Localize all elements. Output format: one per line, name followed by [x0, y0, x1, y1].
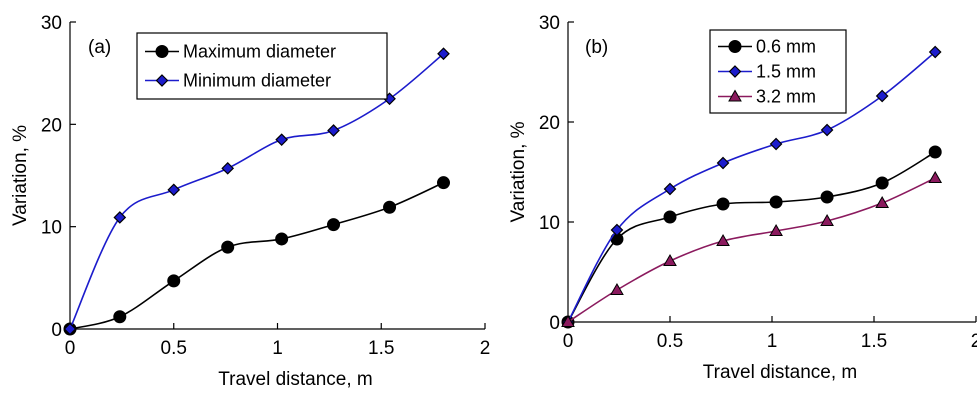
legend-marker [155, 45, 169, 58]
data-point-series-2 [820, 213, 834, 226]
data-point-series-0 [769, 195, 783, 209]
data-point-series-0 [221, 240, 235, 254]
y-axis-label: Variation, % [508, 121, 529, 222]
panel-label: (a) [88, 37, 111, 58]
series-line-0 [69, 181, 444, 330]
data-point-series-0 [275, 232, 289, 246]
data-point-series-0 [875, 176, 889, 190]
data-point-series-1 [716, 156, 730, 170]
data-point-series-1 [663, 182, 677, 196]
y-tick-label: 0 [51, 320, 62, 341]
x-tick-label: 0 [563, 331, 574, 352]
panel-label: (b) [585, 37, 608, 58]
data-point-series-1 [327, 124, 340, 137]
x-tick-label: 0.5 [161, 338, 187, 359]
data-point-series-2 [769, 223, 783, 236]
data-point-series-2 [561, 314, 575, 327]
legend-box [136, 32, 388, 100]
y-tick-label: 20 [539, 113, 560, 134]
legend-entry-label: Maximum diameter [183, 42, 336, 62]
data-point-series-0 [113, 310, 127, 324]
x-tick-label: 2 [480, 338, 491, 359]
y-tick-label: 30 [539, 13, 560, 34]
data-point-series-2 [875, 195, 890, 208]
data-point-series-0 [928, 145, 942, 159]
y-axis-label: Variation, % [10, 125, 31, 226]
data-point-series-1 [275, 133, 288, 147]
legend-marker [155, 74, 169, 87]
data-point-series-0 [663, 210, 677, 224]
y-tick-label: 20 [41, 115, 62, 136]
data-point-series-2 [610, 282, 624, 295]
data-point-series-2 [928, 170, 943, 183]
legend-entry-label: 3.2 mm [756, 87, 816, 107]
data-point-series-1 [63, 322, 77, 336]
data-point-series-1 [167, 183, 181, 197]
data-point-series-1 [610, 223, 624, 237]
legend-entry-label: Minimum diameter [183, 71, 331, 91]
data-point-series-1 [437, 47, 450, 61]
x-tick-label: 1 [767, 331, 778, 352]
x-tick-label: 1.5 [368, 338, 394, 359]
data-point-series-1 [221, 161, 235, 175]
legend-entry-label: 1.5 mm [756, 62, 816, 82]
x-tick-label: 0 [65, 338, 76, 359]
x-tick-label: 0.5 [657, 331, 683, 352]
data-point-series-0 [327, 218, 341, 232]
data-point-series-0 [383, 200, 397, 214]
x-axis-label: Travel distance, m [703, 362, 858, 383]
legend-marker [728, 40, 742, 53]
x-tick-label: 1 [272, 338, 283, 359]
data-point-series-1 [875, 89, 889, 103]
y-tick-label: 10 [41, 218, 62, 239]
data-point-series-0 [167, 274, 181, 288]
x-tick-label: 1.5 [861, 331, 887, 352]
legend-marker [728, 89, 742, 102]
data-point-series-0 [437, 176, 450, 190]
x-axis-label: Travel distance, m [218, 369, 373, 390]
y-tick-label: 10 [539, 213, 560, 234]
legend-entry-label: 0.6 mm [756, 37, 816, 57]
data-point-series-1 [928, 45, 942, 59]
x-tick-label: 2 [971, 331, 977, 352]
data-point-series-1 [769, 137, 783, 151]
data-point-series-2 [716, 233, 730, 246]
legend-marker [728, 65, 742, 78]
y-tick-label: 0 [549, 313, 560, 334]
data-point-series-1 [113, 211, 127, 224]
data-point-series-1 [820, 123, 834, 137]
data-point-series-0 [716, 197, 730, 211]
data-point-series-2 [663, 253, 677, 266]
y-tick-label: 30 [41, 13, 62, 34]
data-point-series-0 [820, 190, 834, 204]
